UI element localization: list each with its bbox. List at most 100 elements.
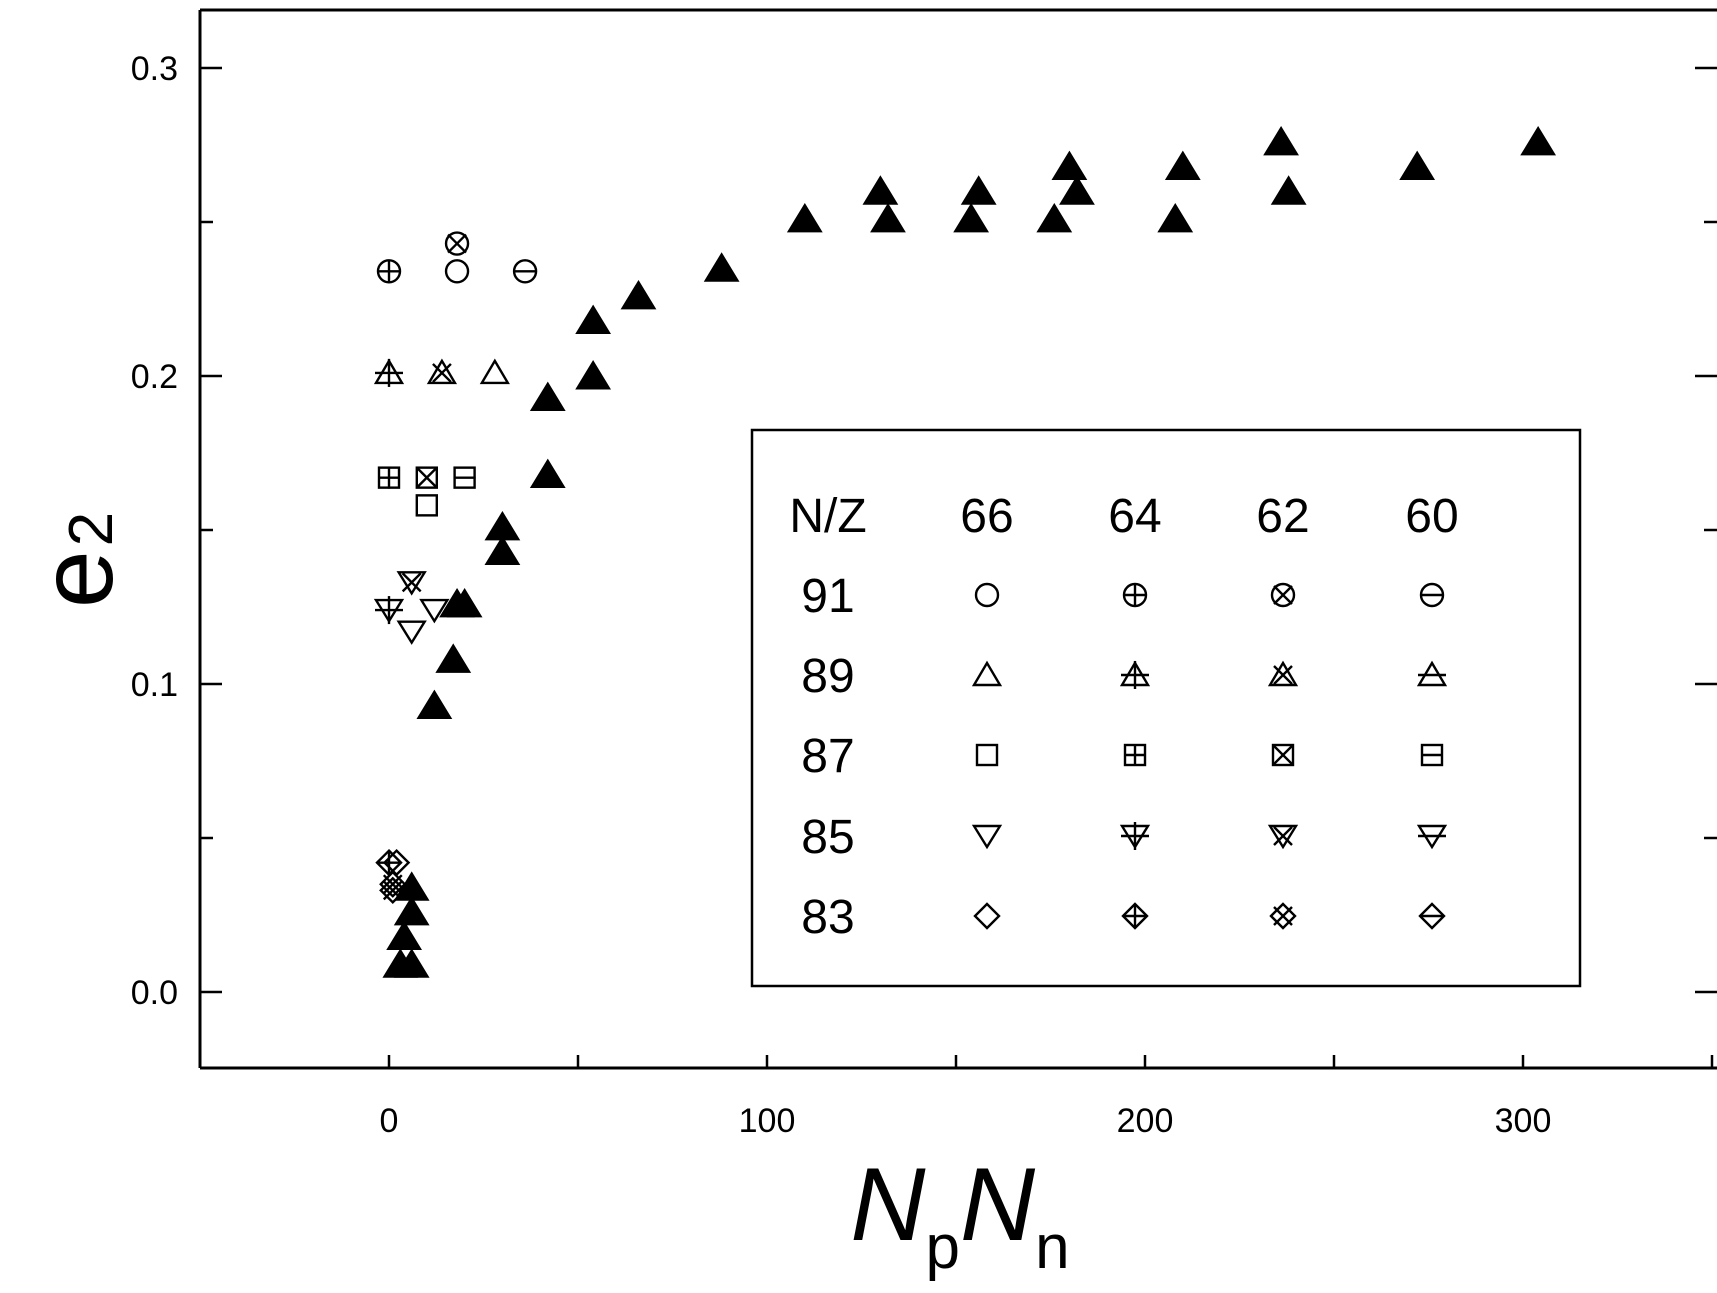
legend-marker-triangle (971, 660, 1003, 687)
legend-header-z: 66 (960, 490, 1013, 543)
x-axis-label-sub-1: p (926, 1213, 960, 1282)
point-filled-triangle (484, 535, 521, 566)
point-filled-triangle (386, 920, 423, 951)
point-filled-triangle (786, 202, 823, 233)
point-diamond-x (379, 870, 407, 898)
svg-text:e2: e2 (19, 512, 135, 608)
legend-marker-diamond-x (1269, 902, 1297, 930)
point-filled-triangle (393, 948, 430, 978)
point-filled-triangle (703, 252, 740, 282)
x-axis-label-main-2: N (960, 1147, 1036, 1263)
legend-marker-triangle-plus (1119, 660, 1151, 689)
point-square-plus (377, 466, 401, 489)
legend-marker-diamond-plus (1121, 902, 1149, 930)
y-axis-label: e2 (19, 512, 135, 608)
legend-header-nz: N/Z (789, 490, 866, 543)
legend-marker-diamond-minus (1418, 902, 1446, 930)
legend-marker-circle (974, 582, 1000, 608)
point-filled-triangle (1059, 175, 1095, 205)
legend-marker-down-triangle-plus (1119, 822, 1151, 850)
point-filled-triangle (620, 279, 657, 310)
legend-marker-square-x (1271, 743, 1295, 767)
y-tick-label: 0.1 (131, 666, 178, 704)
legend-marker-down-triangle (971, 824, 1003, 850)
legend-row-label: 87 (801, 730, 854, 783)
legend-marker-circle-minus (1419, 582, 1445, 608)
legend-marker-triangle-minus (1416, 660, 1448, 687)
x-tick-label: 300 (1495, 1102, 1552, 1140)
y-tick-label: 0.0 (131, 974, 178, 1012)
point-filled-triangle (575, 304, 612, 335)
point-circle-minus (512, 259, 538, 284)
point-filled-triangle (1270, 175, 1307, 205)
legend-box (750, 428, 1582, 988)
point-filled-triangle (416, 689, 453, 720)
point-filled-triangle (1263, 125, 1299, 156)
y-tick-label: 0.2 (131, 358, 178, 396)
point-down-triangle-plus (373, 596, 405, 625)
point-triangle-x (426, 358, 458, 385)
point-filled-triangle (529, 458, 566, 489)
point-filled-triangle (870, 202, 906, 233)
point-triangle-plus (373, 358, 405, 387)
x-tick-label: 100 (739, 1102, 796, 1140)
point-square-minus (453, 466, 476, 489)
legend-marker-square-plus (1123, 743, 1147, 767)
plot-frame (198, 8, 1717, 1070)
legend-row-label: 83 (801, 891, 854, 944)
point-filled-triangle (529, 381, 566, 412)
point-filled-triangle (1399, 150, 1436, 181)
legend-row-label: 85 (801, 811, 854, 864)
legend-marker-square (975, 743, 999, 767)
point-square-x (415, 466, 438, 489)
y-axis-label-main: e (19, 550, 135, 608)
legend-row-label: 89 (801, 650, 854, 703)
point-down-triangle-x (396, 571, 427, 596)
legend-marker-down-triangle-x (1267, 824, 1299, 850)
legend-marker-triangle-x (1267, 660, 1299, 687)
legend-marker-circle-plus (1122, 582, 1148, 608)
point-filled-triangle (960, 175, 997, 205)
legend-marker-down-triangle-minus (1416, 824, 1448, 850)
point-filled-triangle (393, 895, 430, 926)
y-tick-label: 0.3 (131, 50, 178, 88)
legend-header-z: 64 (1108, 490, 1161, 543)
point-diamond-x (379, 876, 407, 905)
point-filled-triangle (575, 360, 612, 390)
x-axis-label: NpNn (850, 1147, 1069, 1282)
legend: N/Z 66 64 62 60 91 89 87 85 83 (750, 428, 1582, 988)
point-filled-triangle (446, 587, 483, 618)
point-filled-triangle (1157, 202, 1194, 233)
legend-header-z: 60 (1405, 490, 1458, 543)
legend-header-z: 62 (1256, 490, 1309, 543)
point-diamond-plus (375, 848, 403, 877)
data-points (373, 125, 1557, 978)
svg-text:NpNn: NpNn (850, 1147, 1069, 1282)
x-axis-label-sub-2: n (1035, 1213, 1069, 1282)
point-square (415, 494, 438, 517)
legend-row-label: 91 (801, 570, 854, 623)
point-circle (444, 259, 470, 284)
point-filled-triangle (435, 643, 472, 673)
point-filled-triangle (1036, 202, 1073, 233)
point-down-triangle (419, 598, 450, 624)
legend-marker-diamond (973, 902, 1001, 930)
legend-marker-circle-x (1270, 582, 1296, 608)
legend-marker-square-minus (1420, 743, 1444, 767)
point-filled-triangle (1520, 125, 1557, 156)
point-circle-plus (376, 259, 402, 284)
point-triangle (479, 358, 510, 385)
point-filled-triangle (484, 510, 521, 541)
point-circle-x (444, 231, 470, 256)
x-tick-label: 200 (1117, 1102, 1174, 1140)
point-filled-triangle (1051, 150, 1088, 181)
x-axis-label-main-1: N (850, 1147, 926, 1263)
point-filled-triangle (953, 202, 990, 233)
point-filled-triangle (862, 175, 899, 205)
point-down-triangle (396, 620, 427, 645)
axis-ticks: 0 100 200 300 0.0 0.1 0.2 0.3 (131, 50, 1717, 1140)
point-filled-triangle (1164, 150, 1201, 181)
y-axis-label-sub: 2 (57, 512, 126, 546)
x-tick-label: 0 (380, 1102, 399, 1140)
